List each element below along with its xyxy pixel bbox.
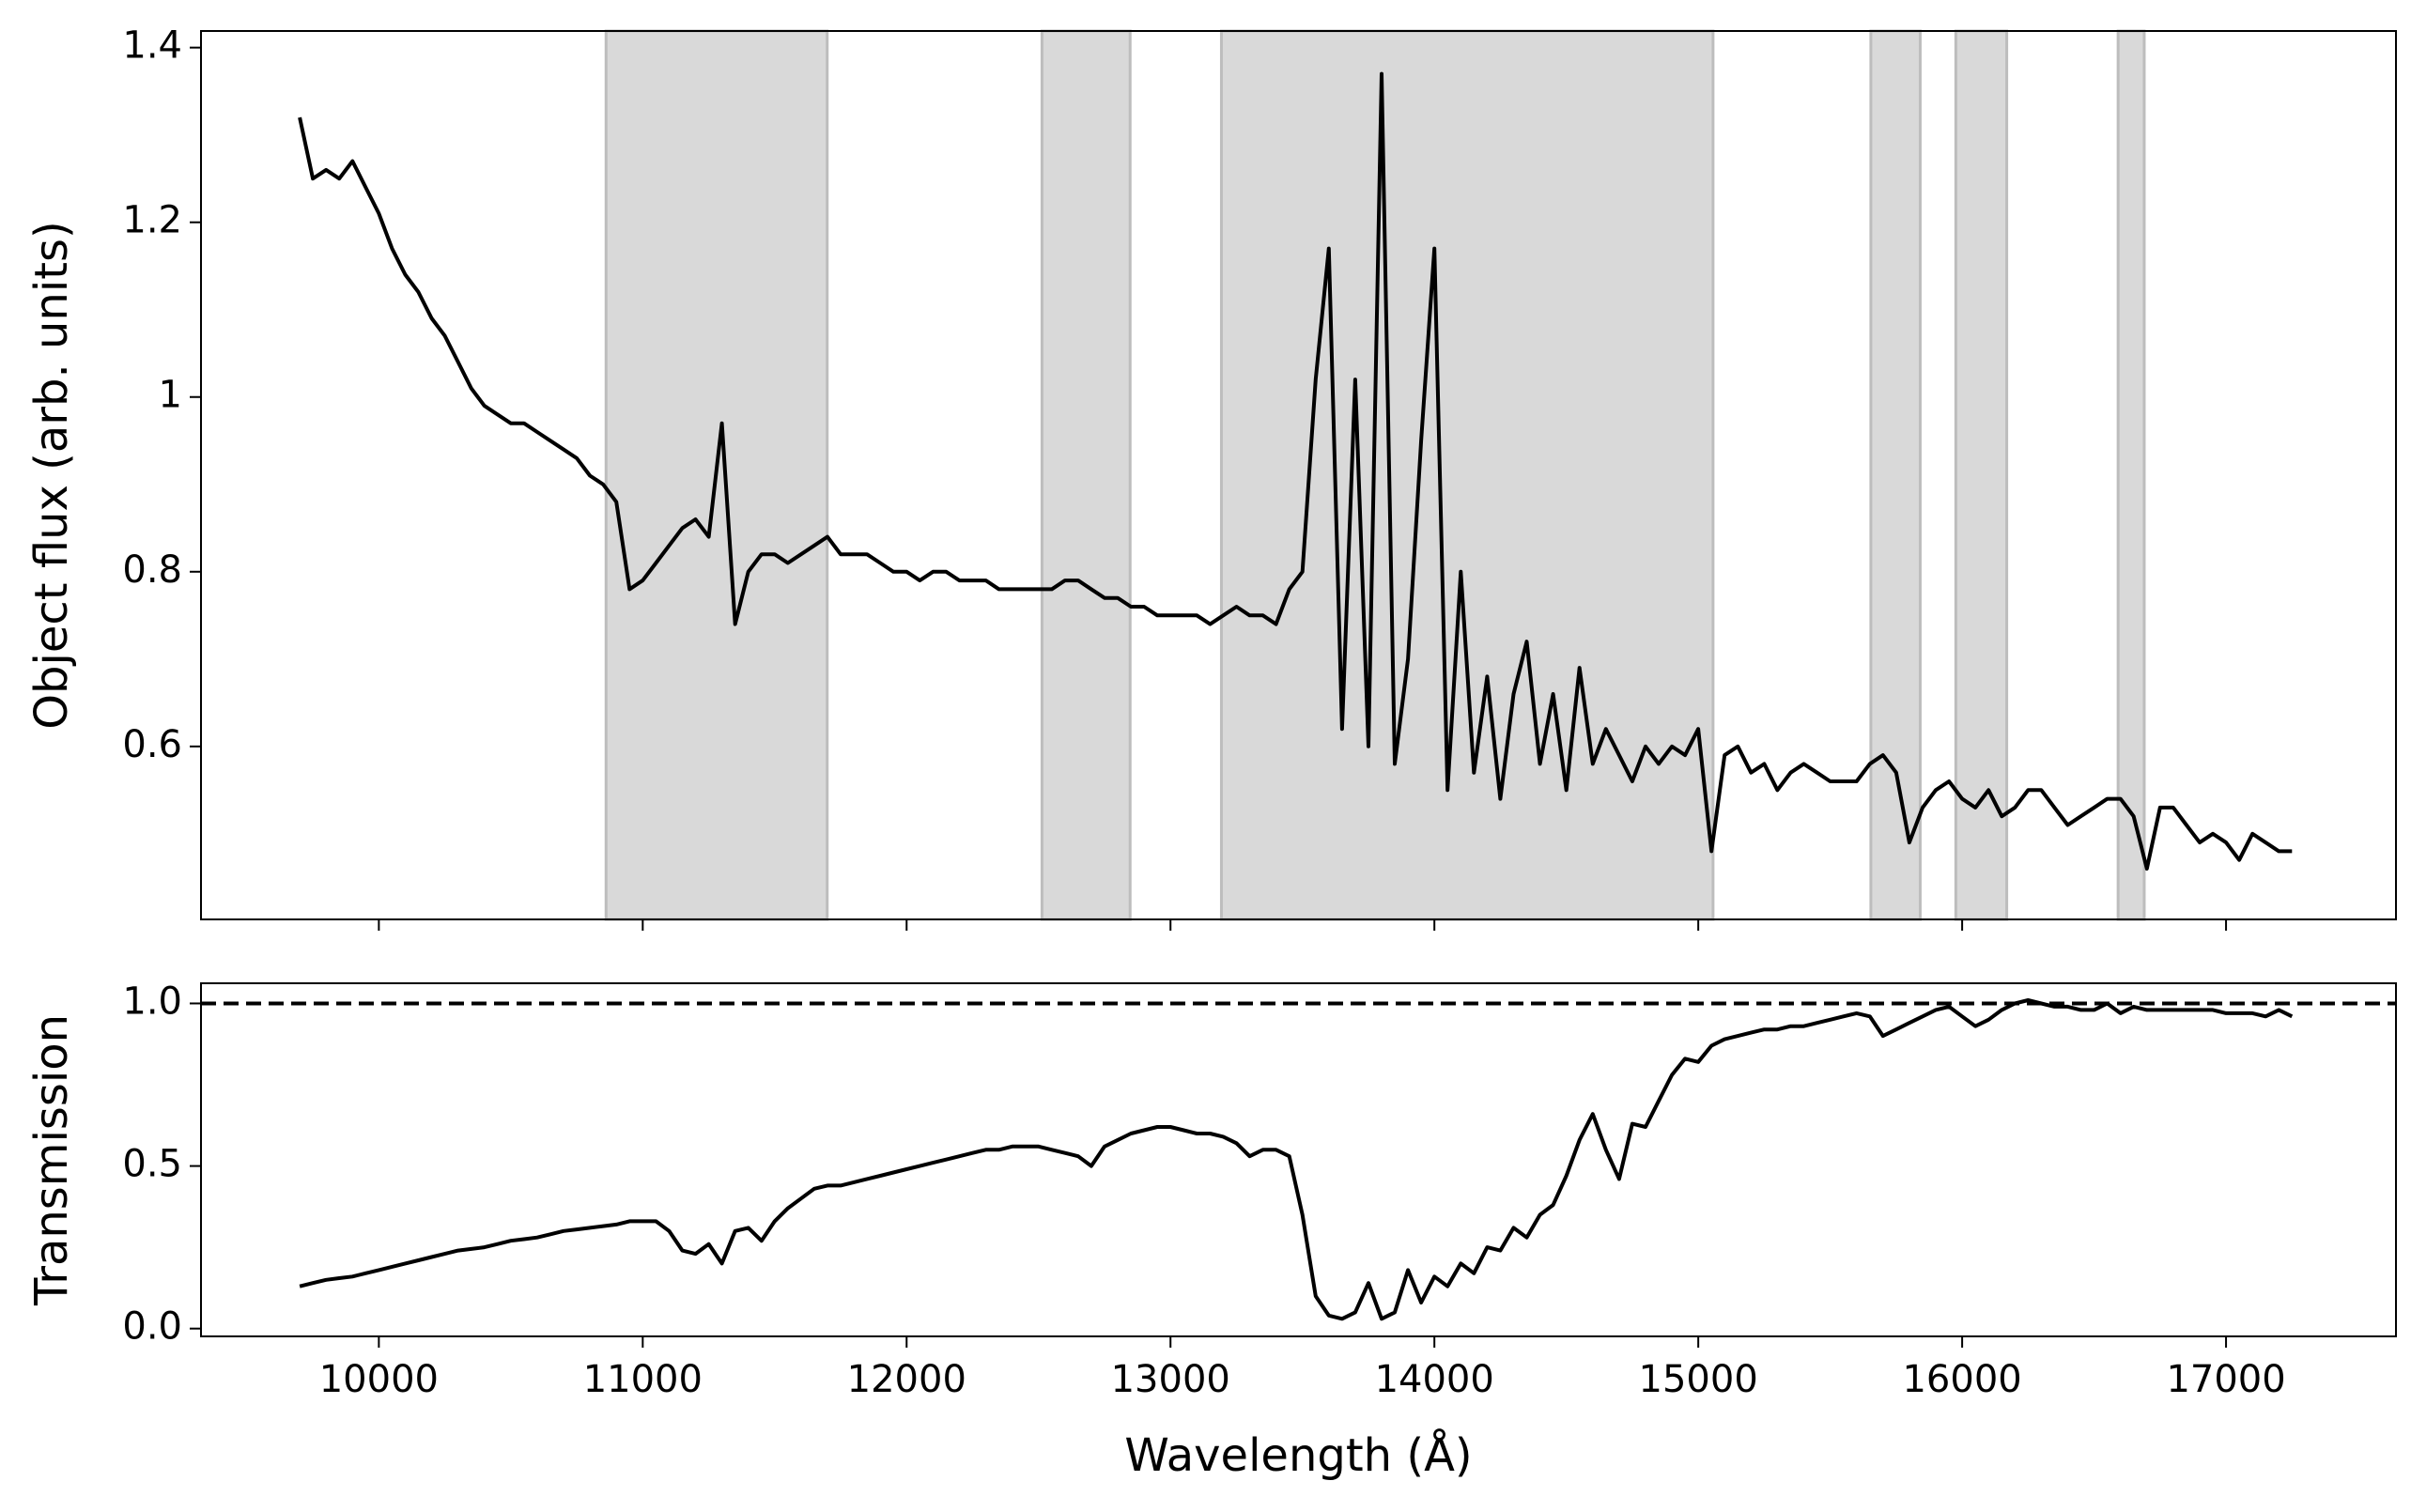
axes-frame xyxy=(200,982,2397,1337)
shaded-region xyxy=(1040,29,1132,921)
data-line xyxy=(298,71,2293,871)
data-line xyxy=(299,998,2294,1321)
shaded-region xyxy=(1219,29,1715,921)
x-tick-label: 17000 xyxy=(2166,1358,2285,1401)
x-tick-label: 12000 xyxy=(847,1358,966,1401)
x-tick-label: 15000 xyxy=(1639,1358,1758,1401)
y-axis-label: Object flux (arb. units) xyxy=(25,221,78,730)
y-tick-label: 1.2 xyxy=(122,199,182,242)
axes-frame xyxy=(200,30,2397,920)
x-tick-label: 13000 xyxy=(1111,1358,1230,1401)
y-tick-label: 1 xyxy=(159,374,182,417)
y-tick-label: 0.5 xyxy=(122,1143,182,1186)
x-tick-label: 14000 xyxy=(1375,1358,1494,1401)
y-axis-label: Transmission xyxy=(25,1014,78,1306)
y-tick-label: 1.4 xyxy=(122,24,182,68)
x-tick-label: 16000 xyxy=(1902,1358,2021,1401)
x-axis-label: Wavelength (Å) xyxy=(1124,1428,1472,1482)
shaded-region xyxy=(2116,29,2146,921)
y-tick-label: 0.6 xyxy=(122,723,182,766)
y-tick-label: 0.0 xyxy=(122,1305,182,1349)
shaded-region xyxy=(1869,29,1922,921)
shaded-region xyxy=(1954,29,2009,921)
y-tick-label: 0.8 xyxy=(122,548,182,592)
y-tick-label: 1.0 xyxy=(122,980,182,1023)
x-tick-label: 10000 xyxy=(319,1358,439,1401)
x-tick-label: 11000 xyxy=(583,1358,703,1401)
